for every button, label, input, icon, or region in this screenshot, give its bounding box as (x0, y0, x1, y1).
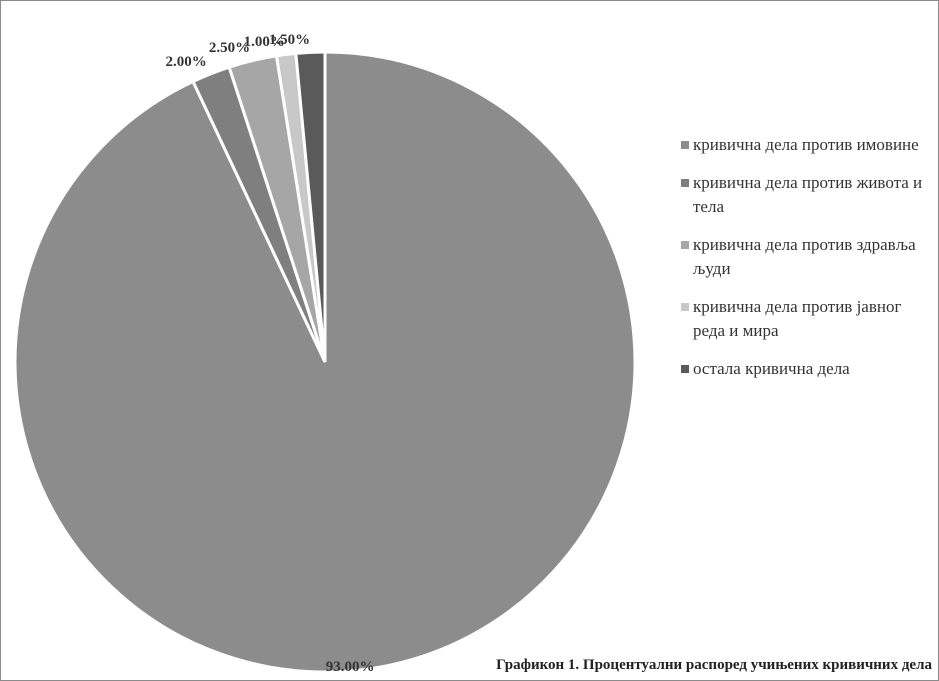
legend-label-javni-red: кривична дела против јавног реда и мира (693, 297, 902, 340)
legend-swatch-javni-red (681, 303, 689, 311)
legend-label-imovina: кривична дела против имовине (693, 135, 919, 154)
chart-legend: кривична дела против имовине кривична де… (681, 133, 931, 395)
data-label-zdravlje: 2.50% (208, 40, 251, 57)
data-label-javni-red: 1.00% (243, 34, 285, 51)
legend-item-ostala: остала кривична дела (681, 357, 931, 381)
legend-item-imovina: кривична дела против имовине (681, 133, 931, 157)
legend-item-zivot: кривична дела против живота и тела (681, 171, 931, 219)
legend-swatch-imovina (681, 141, 689, 149)
legend-swatch-ostala (681, 365, 689, 373)
chart-caption: Графикон 1. Процентуални распоред учињен… (496, 657, 932, 673)
legend-swatch-zivot (681, 179, 689, 187)
legend-swatch-zdravlje (681, 241, 689, 249)
legend-item-zdravlje: кривична дела против здравља људи (681, 233, 931, 281)
legend-label-zdravlje: кривична дела против здравља људи (693, 235, 916, 278)
legend-label-ostala: остала кривична дела (693, 359, 850, 378)
data-label-zivot: 2.00% (165, 54, 207, 71)
legend-item-javni-red: кривична дела против јавног реда и мира (681, 295, 931, 343)
pie-slice-ostala (294, 50, 327, 363)
data-label-ostala: 1.50% (268, 31, 311, 48)
data-label-imovina: 93.00% (325, 659, 375, 675)
legend-label-zivot: кривична дела против живота и тела (693, 173, 923, 216)
